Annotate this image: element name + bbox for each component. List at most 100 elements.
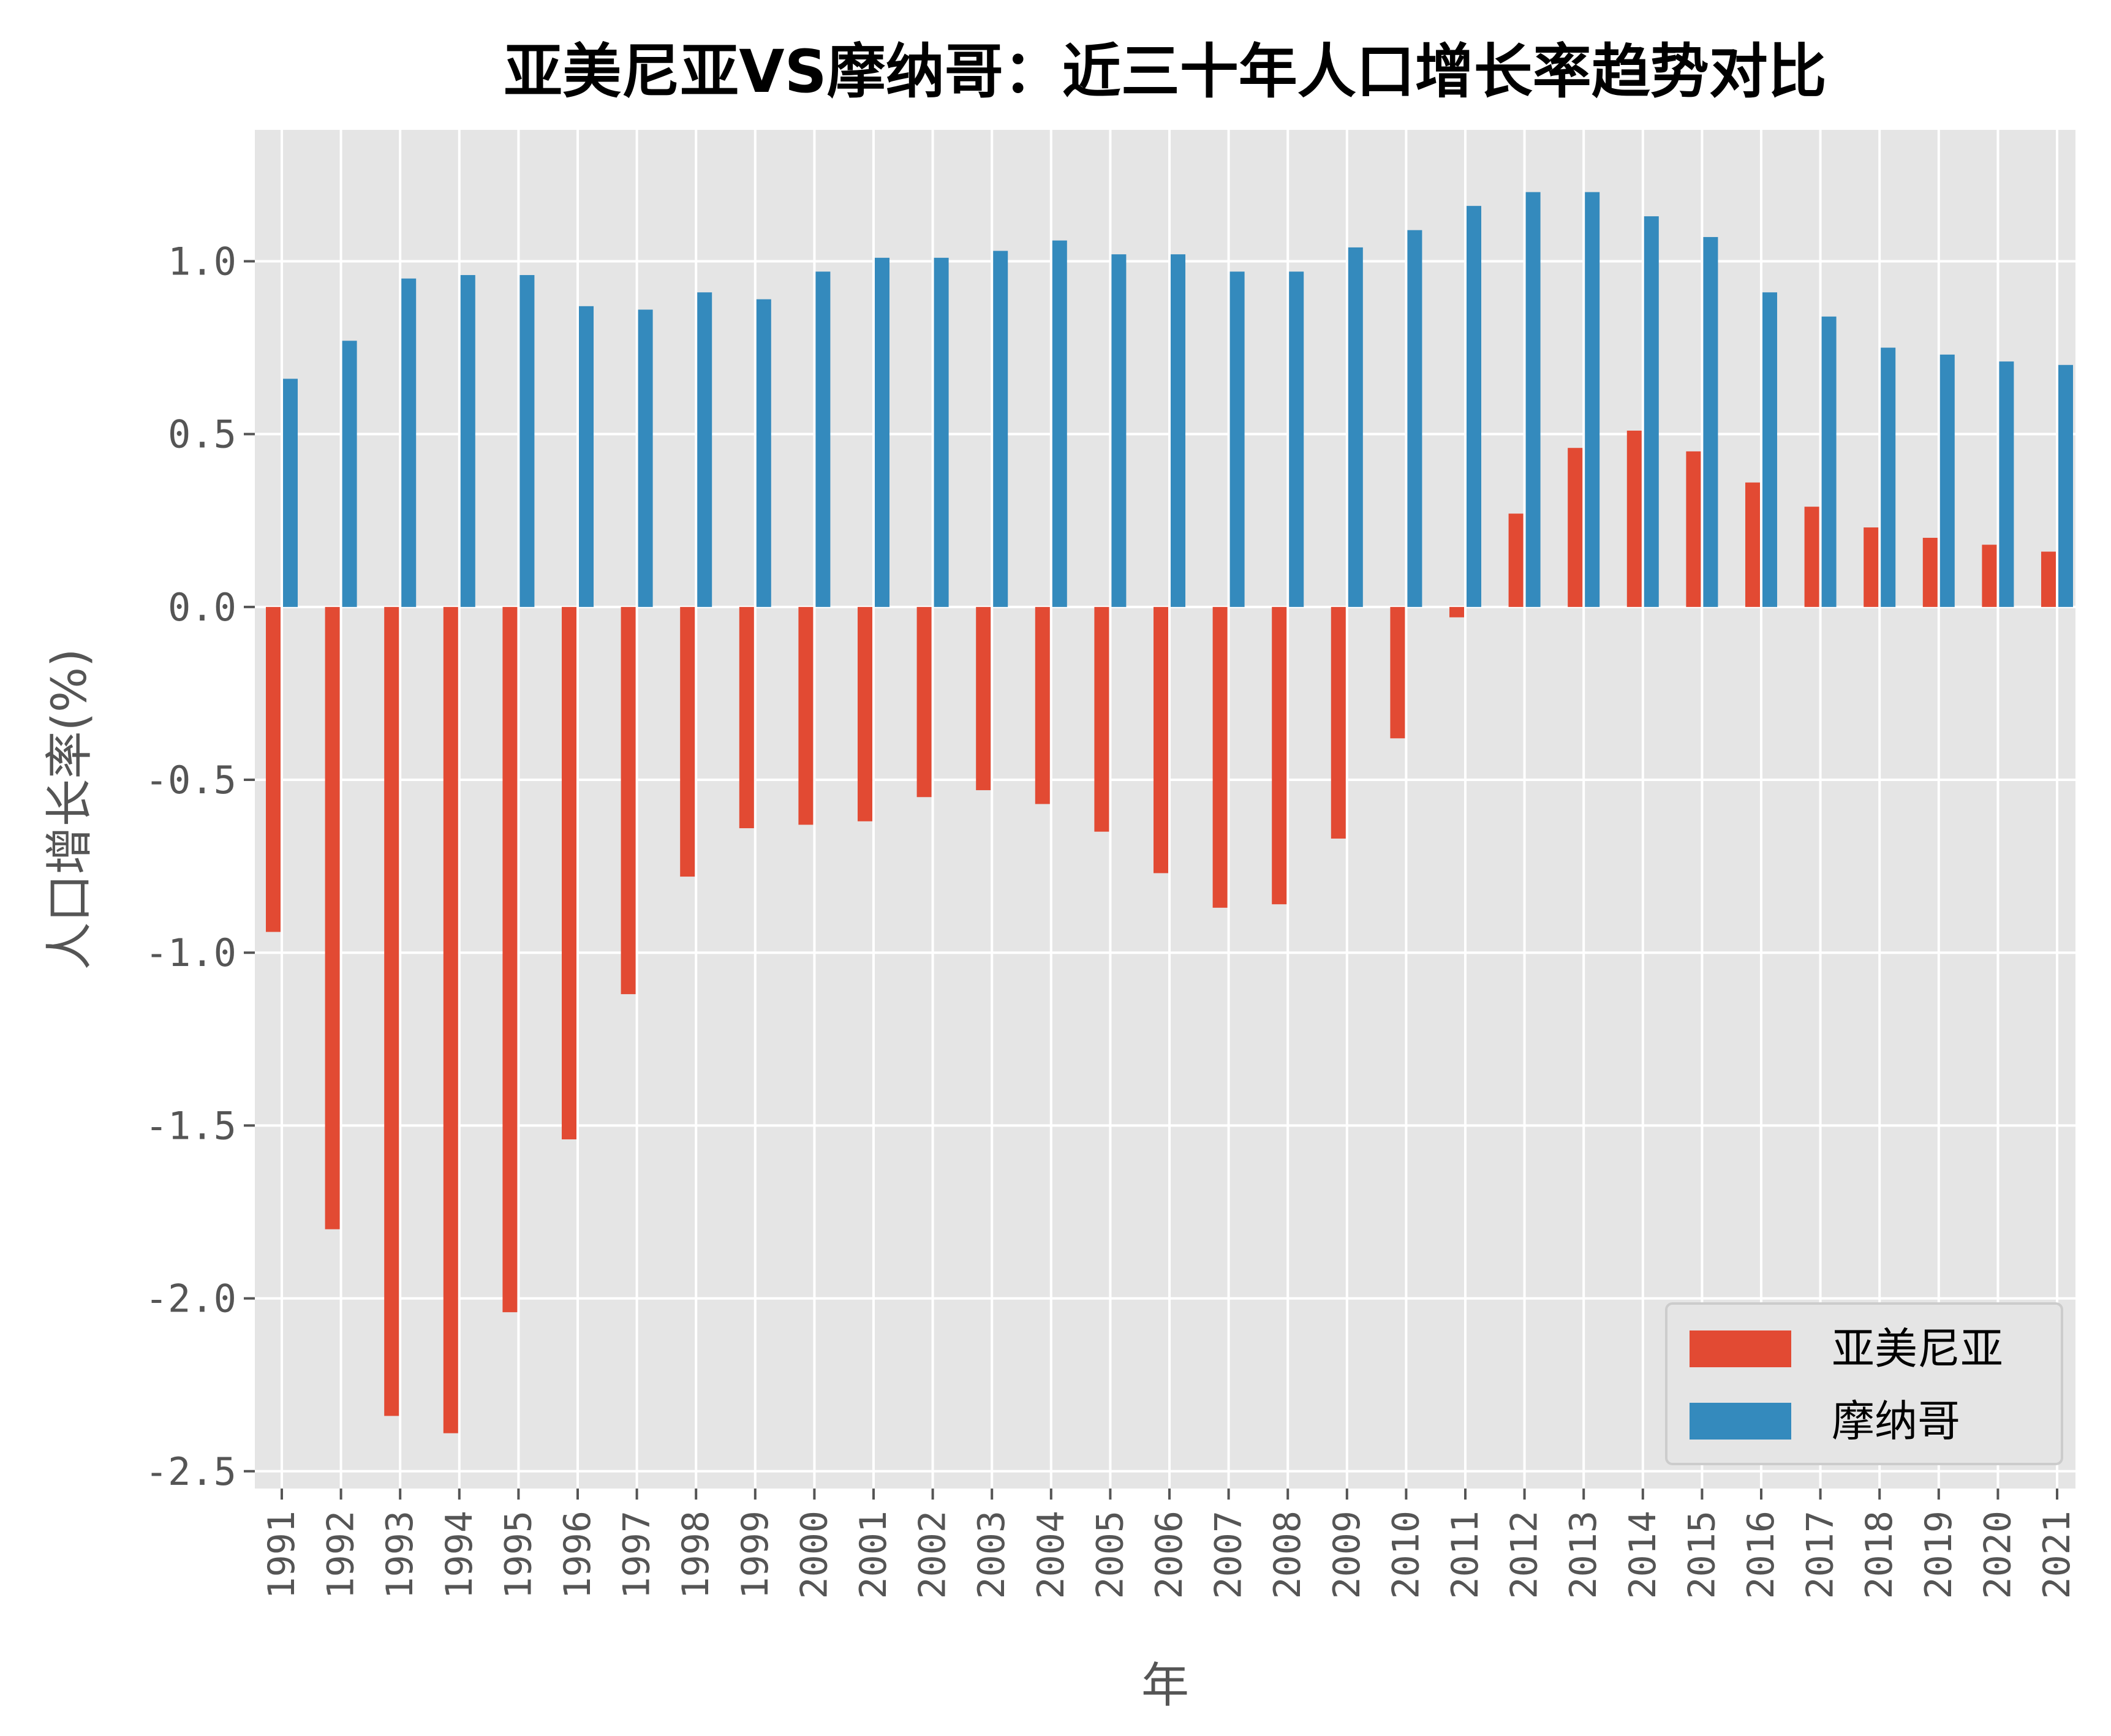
x-tick-label: 2010 bbox=[1384, 1511, 1427, 1599]
bar-monaco-1991 bbox=[283, 379, 298, 607]
y-tick-label: -1.5 bbox=[145, 1103, 236, 1148]
legend-label-monaco: 摩纳哥 bbox=[1832, 1396, 1960, 1446]
bar-monaco-2020 bbox=[1999, 361, 2014, 607]
bar-monaco-2012 bbox=[1525, 192, 1541, 607]
bar-monaco-1992 bbox=[342, 341, 357, 607]
bar-armenia-2004 bbox=[1035, 606, 1050, 804]
bar-monaco-1997 bbox=[638, 309, 653, 607]
x-tick-label: 2000 bbox=[793, 1511, 836, 1599]
x-tick-label: 2003 bbox=[970, 1511, 1013, 1599]
bar-monaco-2018 bbox=[1881, 347, 1896, 607]
x-tick-label: 1998 bbox=[674, 1511, 717, 1599]
x-tick-label: 1992 bbox=[320, 1511, 363, 1599]
bar-monaco-2000 bbox=[815, 271, 831, 607]
bar-monaco-2014 bbox=[1644, 216, 1659, 607]
bar-armenia-2017 bbox=[1804, 507, 1819, 607]
bar-monaco-2008 bbox=[1289, 271, 1304, 607]
bar-armenia-1995 bbox=[502, 606, 518, 1313]
bar-armenia-1999 bbox=[739, 606, 754, 829]
x-tick-label: 2005 bbox=[1089, 1511, 1131, 1599]
bar-monaco-1998 bbox=[697, 292, 712, 607]
x-tick-label: 1993 bbox=[379, 1511, 421, 1599]
y-tick-label: 1.0 bbox=[168, 239, 236, 284]
bar-armenia-2007 bbox=[1212, 606, 1228, 908]
bar-armenia-2006 bbox=[1154, 606, 1168, 874]
x-tick-label: 2011 bbox=[1444, 1511, 1487, 1599]
bar-armenia-2011 bbox=[1449, 606, 1464, 617]
bar-monaco-2006 bbox=[1171, 254, 1185, 607]
bar-monaco-2017 bbox=[1821, 316, 1837, 607]
bar-armenia-1997 bbox=[621, 606, 636, 994]
bar-armenia-1994 bbox=[443, 606, 458, 1433]
bar-monaco-2002 bbox=[934, 257, 949, 607]
x-tick-label: 2019 bbox=[1917, 1511, 1960, 1599]
bar-monaco-1993 bbox=[401, 278, 417, 607]
bar-armenia-2002 bbox=[916, 606, 932, 798]
x-tick-label: 2014 bbox=[1622, 1511, 1664, 1599]
bar-armenia-2014 bbox=[1626, 431, 1642, 607]
x-tick-label: 2002 bbox=[912, 1511, 954, 1599]
bar-armenia-1998 bbox=[680, 606, 695, 877]
bar-armenia-1992 bbox=[325, 606, 340, 1229]
bar-armenia-2013 bbox=[1568, 448, 1583, 607]
legend-swatch-monaco bbox=[1690, 1403, 1791, 1440]
legend-swatch-armenia bbox=[1690, 1330, 1791, 1367]
bar-armenia-1993 bbox=[384, 606, 399, 1416]
x-tick-label: 2001 bbox=[852, 1511, 895, 1599]
bar-monaco-2003 bbox=[993, 251, 1008, 607]
y-axis-label: 人口增长率(%) bbox=[42, 649, 97, 970]
bar-armenia-2019 bbox=[1922, 537, 1938, 607]
legend-label-armenia: 亚美尼亚 bbox=[1832, 1324, 2003, 1374]
bar-armenia-2008 bbox=[1272, 606, 1287, 905]
bar-armenia-1996 bbox=[562, 606, 576, 1139]
x-tick-label: 2016 bbox=[1740, 1511, 1783, 1599]
bar-armenia-2001 bbox=[858, 606, 872, 821]
bar-monaco-2010 bbox=[1407, 230, 1422, 607]
legend: 亚美尼亚 摩纳哥 bbox=[1665, 1302, 2063, 1465]
bar-monaco-1994 bbox=[460, 275, 475, 607]
y-tick-label: -2.5 bbox=[145, 1449, 236, 1494]
bar-monaco-1995 bbox=[519, 275, 535, 607]
x-tick-label: 2013 bbox=[1562, 1511, 1605, 1599]
bar-armenia-2015 bbox=[1686, 451, 1701, 607]
bar-monaco-2001 bbox=[875, 257, 889, 607]
bar-monaco-2019 bbox=[1939, 354, 1955, 607]
x-tick-label: 2012 bbox=[1503, 1511, 1546, 1599]
bar-armenia-2021 bbox=[2041, 551, 2056, 607]
bar-armenia-2003 bbox=[976, 606, 991, 790]
chart-title: 亚美尼亚VS摩纳哥：近三十年人口增长率趋势对比 bbox=[504, 37, 1826, 106]
y-axis: 1.0 0.5 0.0 -0.5 -1.0 -1.5 -2.0 -2.5 bbox=[145, 239, 255, 1494]
y-tick-label: 0.5 bbox=[168, 412, 236, 457]
x-tick-label: 2006 bbox=[1148, 1511, 1191, 1599]
bar-armenia-2020 bbox=[1982, 545, 1997, 607]
x-axis: 1991 1992 1993 1994 1995 1996 1997 1998 1999 2000… bbox=[260, 1489, 2079, 1599]
x-tick-label: 1994 bbox=[438, 1511, 481, 1599]
y-tick-label: -0.5 bbox=[145, 758, 236, 802]
bar-armenia-1991 bbox=[266, 606, 281, 932]
bar-armenia-2009 bbox=[1331, 606, 1346, 839]
bar-monaco-2009 bbox=[1348, 247, 1363, 607]
bar-armenia-2016 bbox=[1745, 482, 1760, 607]
bar-monaco-2005 bbox=[1111, 254, 1127, 607]
x-tick-label: 2009 bbox=[1326, 1511, 1369, 1599]
x-tick-label: 2007 bbox=[1207, 1511, 1250, 1599]
bar-monaco-2011 bbox=[1467, 206, 1481, 607]
x-tick-label: 2020 bbox=[1976, 1511, 2019, 1599]
x-axis-label: 年 bbox=[1141, 1658, 1189, 1713]
bar-armenia-2018 bbox=[1864, 527, 1879, 607]
x-tick-label: 2015 bbox=[1680, 1511, 1723, 1599]
bars bbox=[266, 192, 2073, 1433]
x-tick-label: 2018 bbox=[1858, 1511, 1901, 1599]
bar-armenia-2005 bbox=[1094, 606, 1109, 832]
bar-armenia-2012 bbox=[1508, 513, 1524, 607]
grid bbox=[255, 130, 2075, 1489]
bar-monaco-2013 bbox=[1585, 192, 1600, 607]
bar-armenia-2000 bbox=[798, 606, 814, 825]
x-tick-label: 1999 bbox=[734, 1511, 777, 1599]
bar-monaco-1999 bbox=[756, 299, 771, 607]
y-tick-label: 0.0 bbox=[168, 585, 236, 630]
bar-monaco-2007 bbox=[1229, 271, 1245, 607]
x-tick-label: 2017 bbox=[1799, 1511, 1842, 1599]
y-tick-label: -1.0 bbox=[145, 930, 236, 975]
